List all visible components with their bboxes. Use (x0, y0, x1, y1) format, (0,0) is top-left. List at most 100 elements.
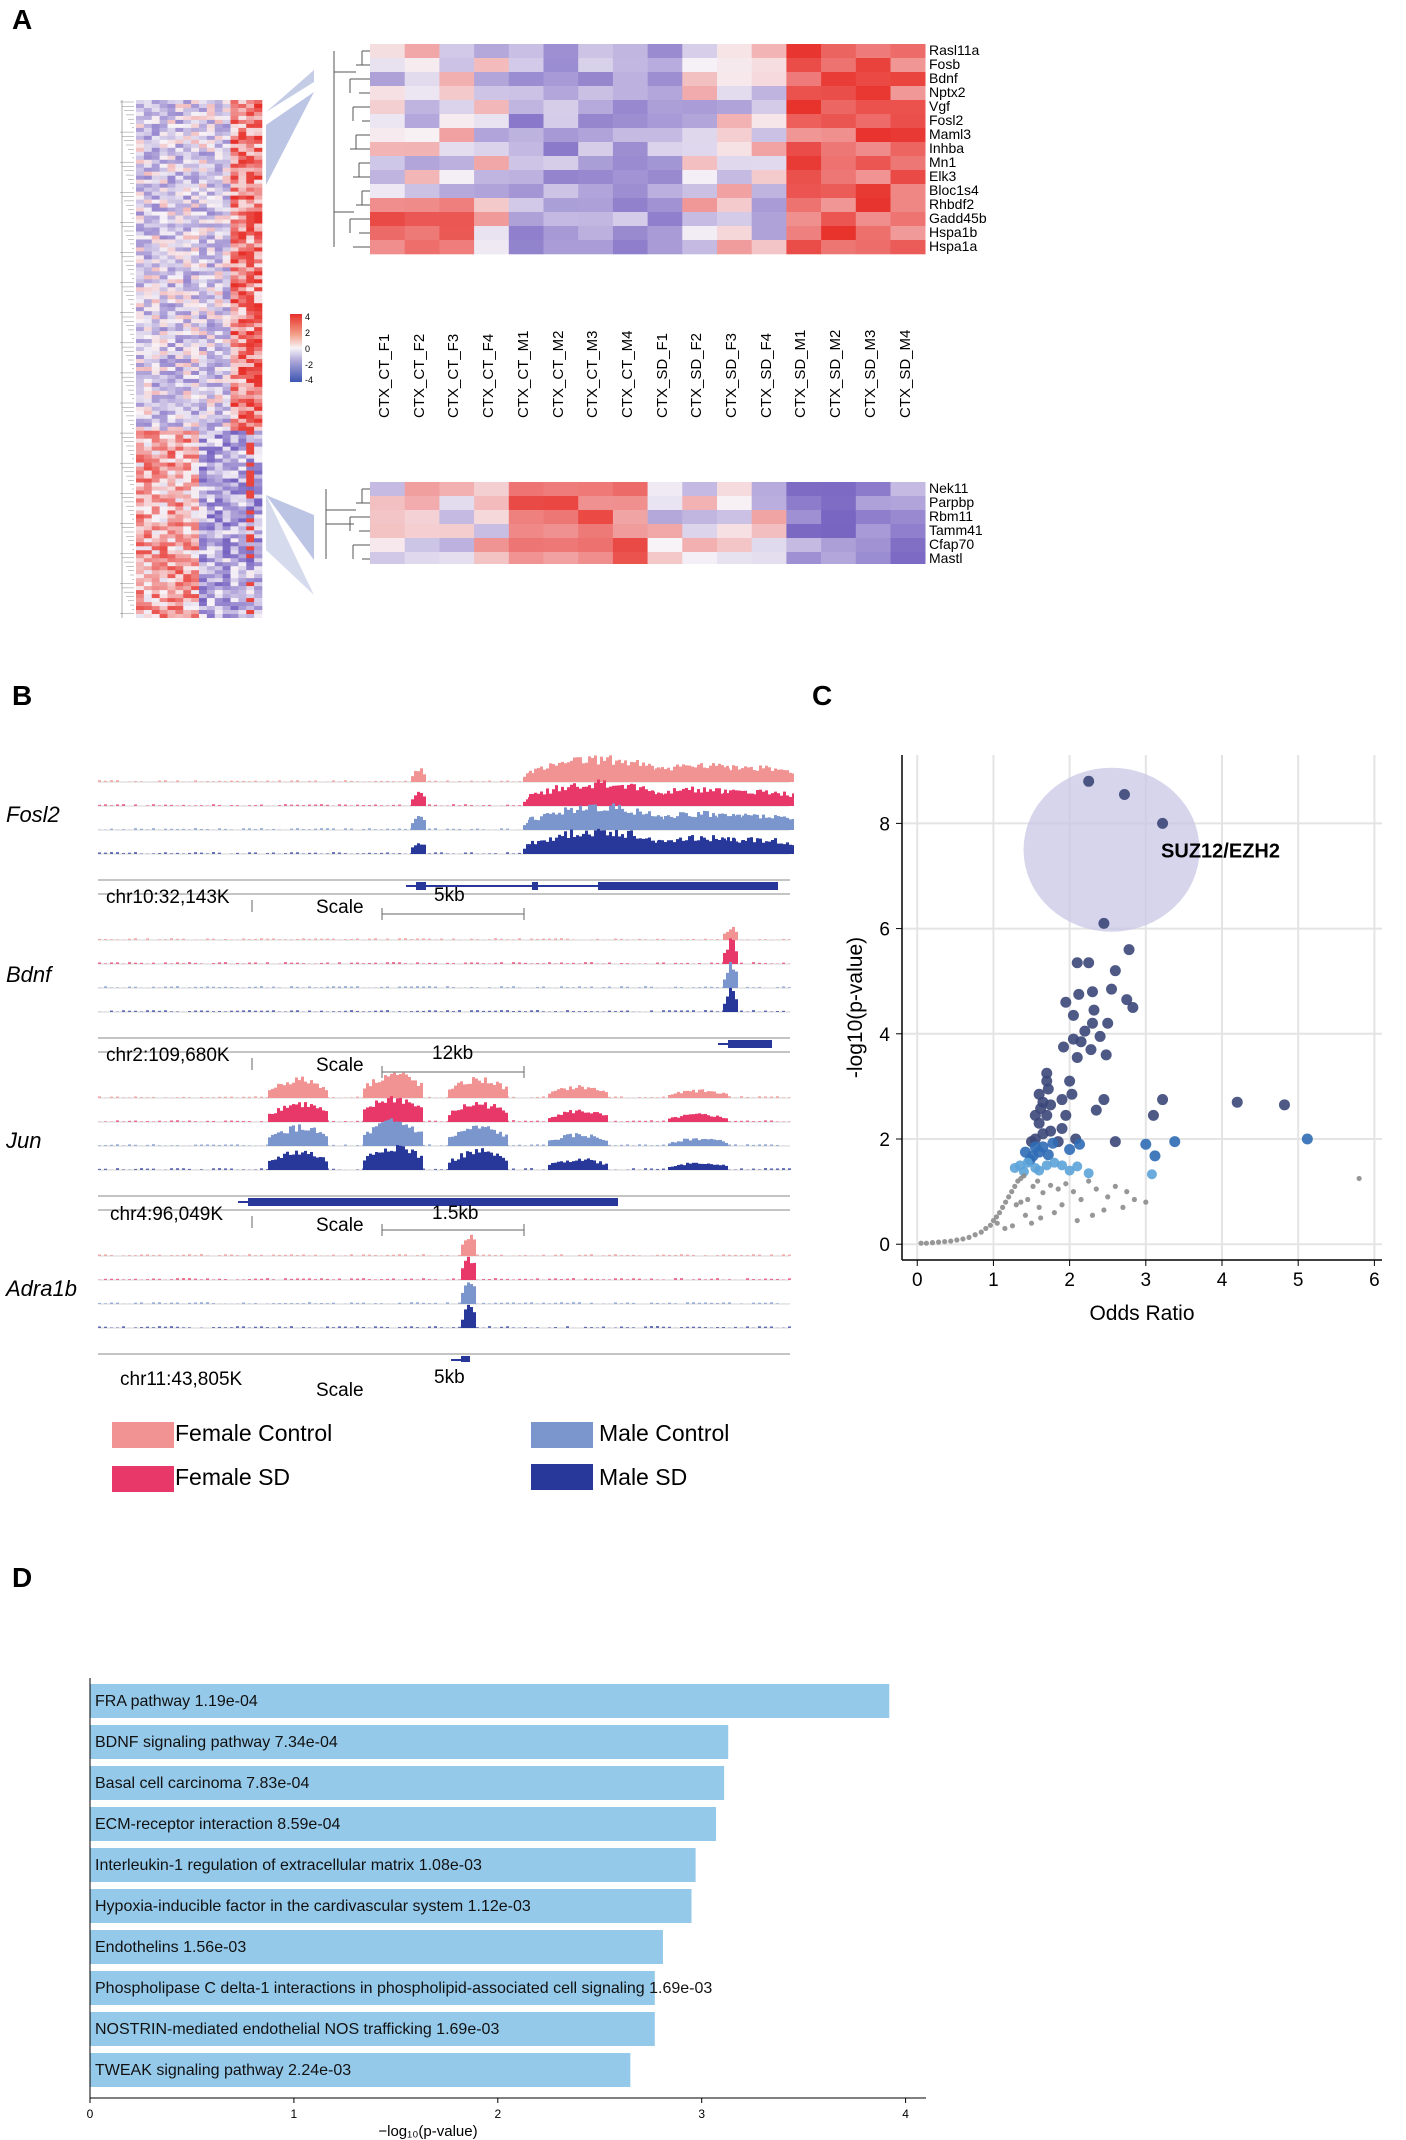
track-signal (530, 1097, 533, 1098)
track-signal (212, 963, 215, 964)
overview-cell (152, 375, 160, 379)
track-signal (182, 1121, 185, 1122)
overview-cell (231, 554, 239, 558)
track-peak (695, 1114, 698, 1122)
track-signal (284, 939, 287, 940)
track-signal (302, 829, 305, 830)
heatmap-cell (856, 156, 891, 170)
heatmap-cell (578, 184, 613, 198)
track-signal (626, 1121, 629, 1122)
heatmap-cell (786, 212, 821, 226)
overview-cell (183, 160, 191, 164)
overview-cell (168, 399, 176, 403)
track-signal (140, 1097, 143, 1098)
overview-cell (223, 291, 231, 295)
overview-cell (136, 124, 144, 128)
heatmap-cell (786, 496, 821, 510)
track-peak (661, 795, 664, 806)
track-signal (248, 781, 251, 782)
overview-cell (183, 383, 191, 387)
overview-cell (246, 463, 254, 467)
track-signal (656, 1169, 659, 1170)
overview-cell (246, 359, 254, 363)
overview-cell (223, 407, 231, 411)
overview-cell (215, 455, 223, 459)
heatmap-cell (891, 58, 926, 72)
track-peak (723, 934, 726, 940)
overview-cell (144, 594, 152, 598)
track-peak (717, 796, 720, 806)
track-peak (557, 1089, 560, 1098)
track-peak (708, 843, 711, 854)
overview-cell (246, 148, 254, 152)
overview-cell (191, 530, 199, 534)
overview-cell (168, 164, 176, 168)
overview-cell (238, 431, 246, 435)
overview-cell (254, 459, 262, 463)
track-signal (164, 805, 167, 806)
overview-cell (168, 351, 176, 355)
overview-cell (144, 152, 152, 156)
overview-cell (207, 538, 215, 542)
track-peak (631, 847, 634, 854)
overview-cell (231, 319, 239, 323)
track-peak (417, 792, 420, 806)
overview-cell (254, 112, 262, 116)
track-signal (296, 939, 299, 940)
overview-cell (223, 570, 231, 574)
overview-cell (152, 347, 160, 351)
track-signal (614, 1121, 617, 1122)
overview-cell (199, 267, 207, 271)
overview-cell (231, 606, 239, 610)
overview-cell (254, 582, 262, 586)
track-peak (411, 1080, 414, 1098)
track-peak (649, 819, 652, 830)
track-peak (687, 845, 690, 854)
overview-cell (168, 335, 176, 339)
overview-cell (175, 279, 183, 283)
track-signal (698, 963, 701, 964)
track-peak (673, 788, 676, 806)
track-signal (362, 1011, 365, 1012)
track-signal (662, 962, 665, 964)
track-signal (362, 829, 365, 830)
track-peak (466, 1106, 469, 1122)
track-peak (716, 1116, 719, 1122)
track-signal (188, 1169, 191, 1170)
overview-cell (183, 283, 191, 287)
overview-cell (168, 475, 176, 479)
overview-cell (191, 339, 199, 343)
heatmap-cell (786, 86, 821, 100)
overview-cell (223, 343, 231, 347)
overview-cell (168, 363, 176, 367)
overview-cell (207, 590, 215, 594)
track-signal (662, 1120, 665, 1122)
overview-cell (215, 132, 223, 136)
overview-cell (175, 399, 183, 403)
overview-cell (231, 164, 239, 168)
track-signal (98, 780, 101, 782)
overview-cell (152, 235, 160, 239)
track-peak (325, 1161, 328, 1170)
overview-cell (215, 614, 223, 618)
track-signal (434, 828, 437, 830)
track-signal (320, 939, 323, 940)
overview-cell (238, 176, 246, 180)
overview-cell (254, 443, 262, 447)
overview-cell (254, 431, 262, 435)
heatmap-cell (717, 100, 752, 114)
overview-cell (223, 132, 231, 136)
overview-cell (246, 574, 254, 578)
overview-cell (207, 471, 215, 475)
heatmap-cell (786, 58, 821, 72)
track-signal (188, 1097, 191, 1098)
track-signal (782, 1168, 785, 1170)
overview-cell (144, 538, 152, 542)
overview-cell (199, 518, 207, 522)
overview-cell (144, 347, 152, 351)
track-signal (164, 1010, 167, 1012)
overview-cell (152, 562, 160, 566)
overview-cell (254, 299, 262, 303)
overview-cell (160, 526, 168, 530)
overview-cell (246, 514, 254, 518)
